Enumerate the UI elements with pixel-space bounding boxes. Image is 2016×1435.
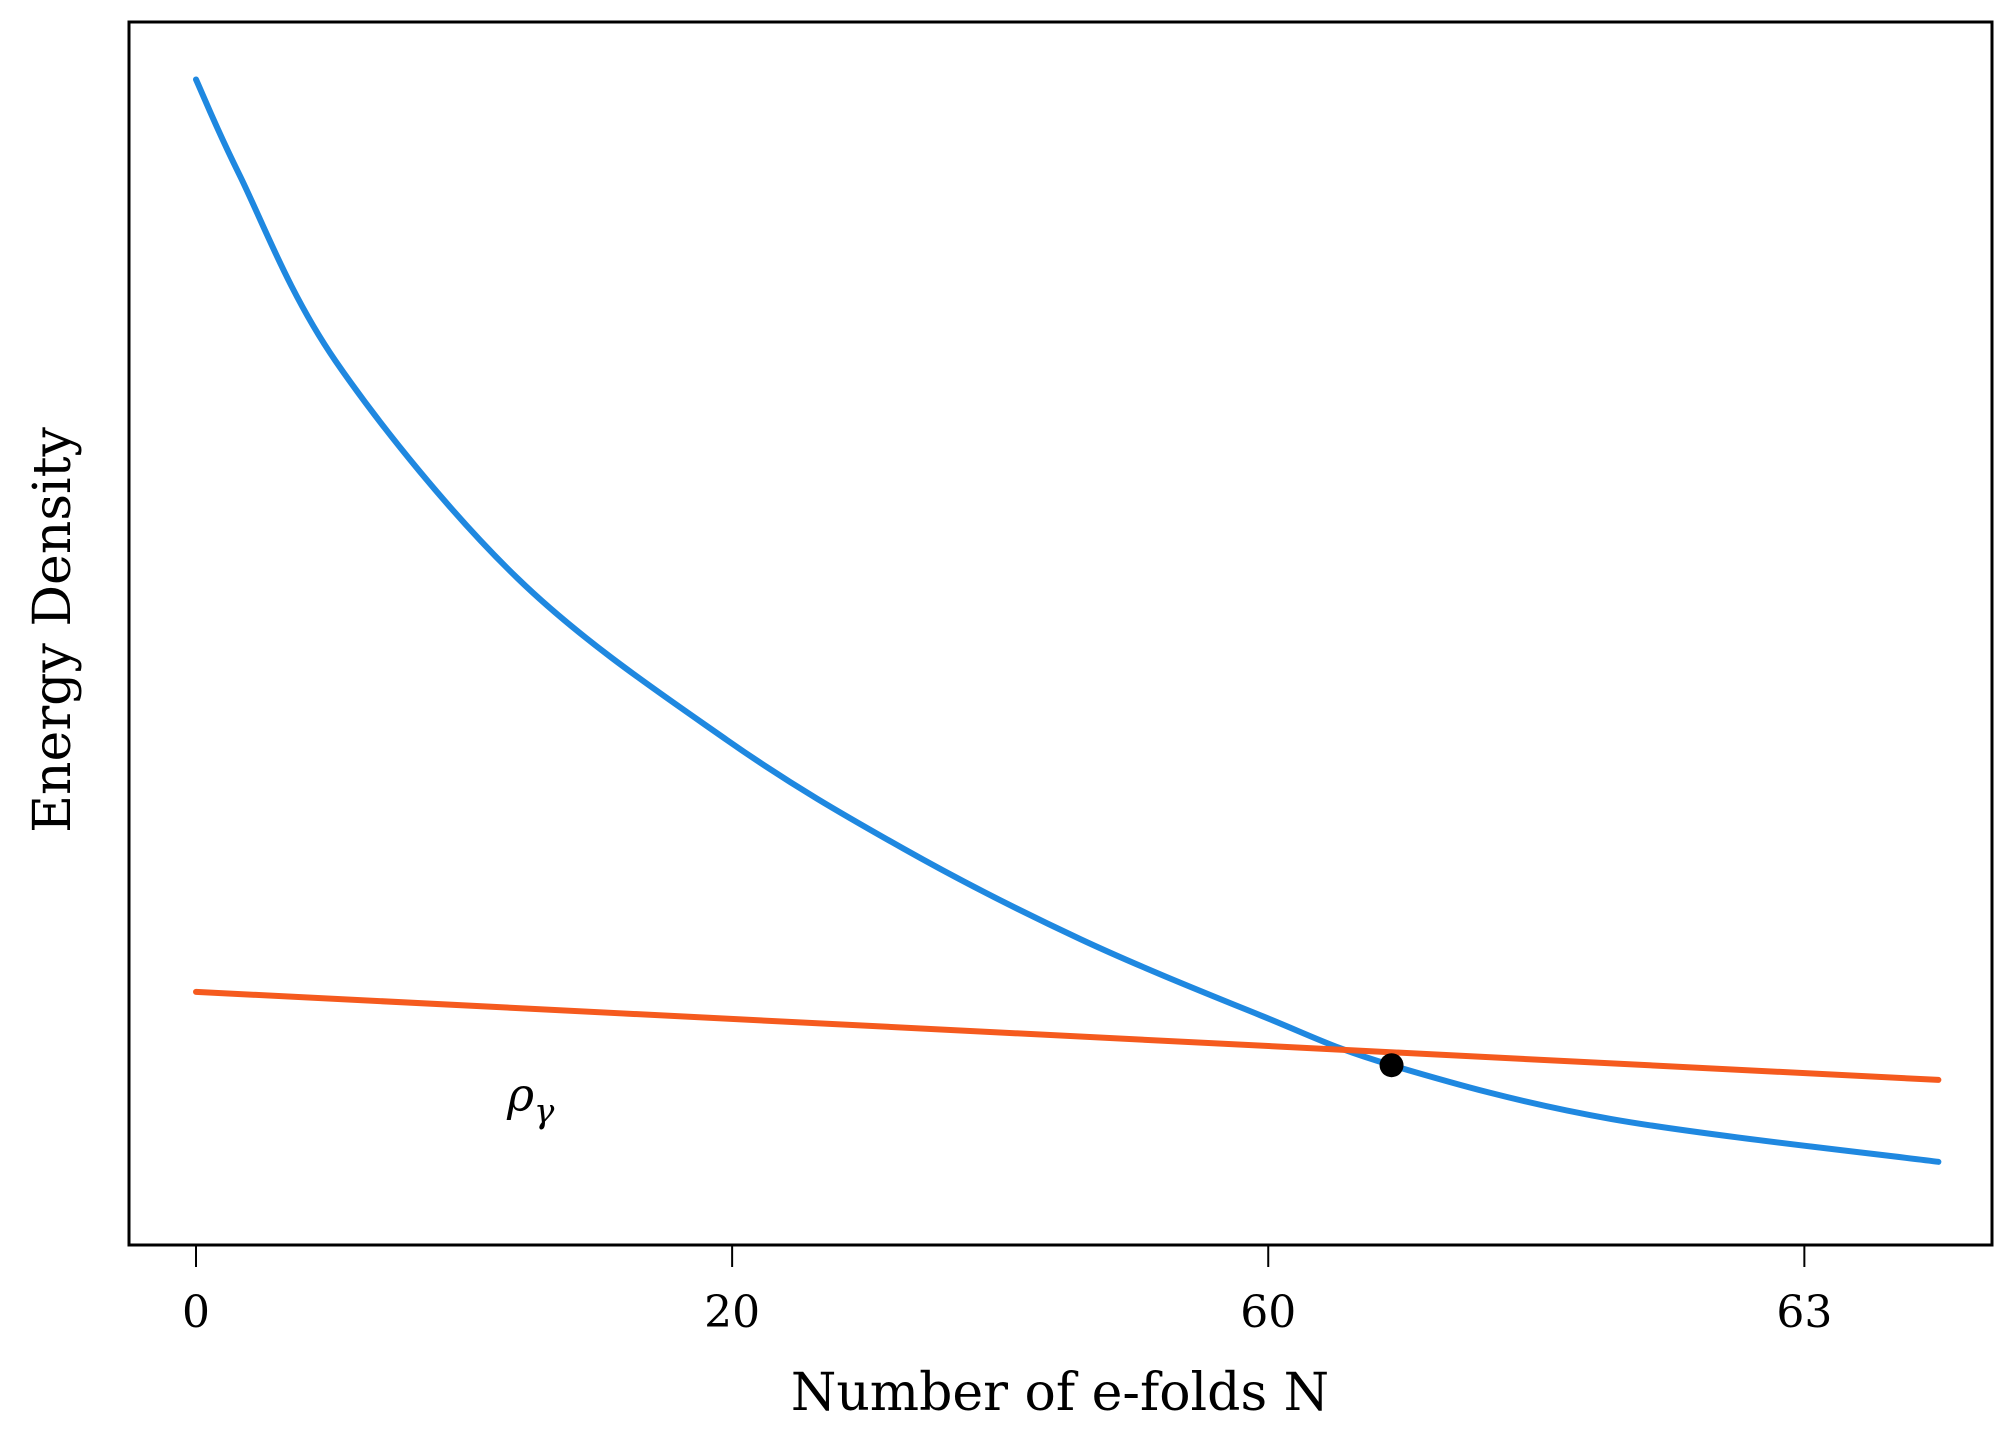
x-tick-label: 63 xyxy=(1776,1287,1832,1338)
intersection-point xyxy=(1379,1053,1404,1078)
plot-frame xyxy=(127,20,1994,1247)
x-tick-label: 20 xyxy=(704,1287,760,1338)
x-tick-label: 0 xyxy=(182,1287,210,1338)
x-axis-label: Number of e-folds N xyxy=(791,1363,1329,1423)
y-axis-label: Energy Density xyxy=(23,426,83,832)
x-tick-label: 60 xyxy=(1240,1287,1296,1338)
blue-series-line xyxy=(193,76,1942,1165)
rho-gamma-annotation: ργ xyxy=(506,1067,555,1131)
rho-gamma-series-line xyxy=(193,988,1942,1083)
